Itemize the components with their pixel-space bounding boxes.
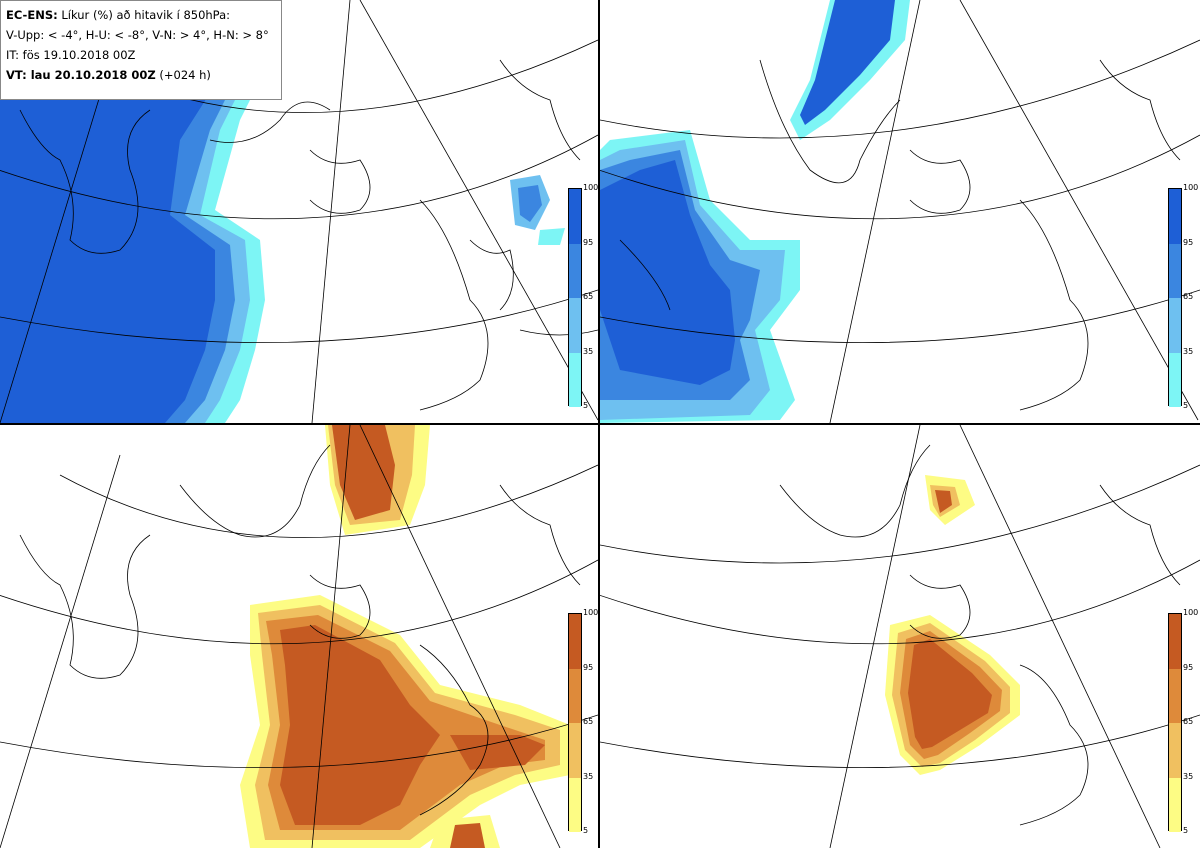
horizontal-divider bbox=[0, 423, 1200, 425]
lead-time: (+024 h) bbox=[159, 68, 211, 82]
legend-segment bbox=[569, 723, 581, 778]
legend-tick-label: 65 bbox=[1183, 292, 1194, 301]
legend-tick-label: 95 bbox=[583, 237, 594, 247]
legend-bar bbox=[568, 188, 582, 407]
legend-tick-label: 100 bbox=[1183, 608, 1199, 617]
legend-segment bbox=[569, 189, 581, 244]
legend-tick-label: 100 bbox=[583, 608, 598, 617]
map-panel-warm-4: 100 95 65 35 5 bbox=[0, 425, 598, 848]
model-label: EC-ENS: bbox=[6, 8, 58, 22]
legend-tick-label: 95 bbox=[583, 662, 594, 672]
legend-segment bbox=[1169, 668, 1181, 723]
legend-tick-label: 5 bbox=[583, 401, 589, 410]
map-warm-4-svg bbox=[0, 425, 598, 848]
graticule bbox=[600, 425, 1200, 848]
coastlines bbox=[19, 59, 598, 411]
map-panel-warm-8: 100 95 65 35 5 bbox=[600, 425, 1200, 848]
legend-segment bbox=[1169, 298, 1181, 353]
legend-tick-label: 65 bbox=[583, 717, 594, 726]
map-warm-8-svg bbox=[600, 425, 1200, 848]
legend-segment bbox=[569, 243, 581, 298]
legend-tick-label: 100 bbox=[1183, 183, 1199, 192]
map-panel-cold-4: EC-ENS: Líkur (%) að hitavik í 850hPa: V… bbox=[0, 0, 598, 423]
legend-tick-label: 35 bbox=[583, 771, 594, 781]
legend-segment bbox=[1169, 614, 1181, 669]
coastlines bbox=[19, 444, 581, 816]
legend-tick-label: 5 bbox=[1183, 401, 1189, 410]
legend-segment bbox=[1169, 243, 1181, 298]
legend-tick-label: 65 bbox=[583, 292, 594, 301]
legend-bar bbox=[1168, 188, 1182, 407]
coastlines bbox=[779, 444, 1181, 826]
legend-tick-label: 95 bbox=[1183, 662, 1194, 672]
legend-segment bbox=[1169, 352, 1181, 407]
map-cold-4-svg bbox=[0, 0, 598, 423]
map-title: Líkur (%) að hitavik í 850hPa: bbox=[61, 8, 231, 22]
init-time: IT: fös 19.10.2018 00Z bbox=[6, 48, 136, 62]
map-panel-cold-8: 100 95 65 35 5 bbox=[600, 0, 1200, 423]
legend-tick-label: 35 bbox=[1183, 346, 1194, 356]
legend-warm: 100 95 65 35 5 bbox=[568, 608, 598, 835]
graticule bbox=[600, 0, 1200, 423]
probability-field bbox=[885, 475, 1020, 775]
map-cold-8-svg bbox=[600, 0, 1200, 423]
probability-field bbox=[600, 0, 910, 423]
graticule bbox=[0, 425, 598, 848]
legend-segment bbox=[569, 614, 581, 669]
legend-tick-label: 65 bbox=[1183, 717, 1194, 726]
legend-tick-label: 35 bbox=[583, 346, 594, 356]
legend-bar bbox=[1168, 613, 1182, 832]
probability-field bbox=[0, 0, 565, 423]
legend-tick-label: 95 bbox=[1183, 237, 1194, 247]
threshold-line: V-Upp: < -4°, H-U: < -8°, V-N: > 4°, H-N… bbox=[6, 28, 269, 42]
legend-cold-2: 100 95 65 35 5 bbox=[1168, 183, 1200, 410]
legend-tick-label: 35 bbox=[1183, 771, 1194, 781]
map-info-box: EC-ENS: Líkur (%) að hitavik í 850hPa: V… bbox=[0, 0, 282, 100]
legend-cold: 100 95 65 35 5 bbox=[568, 183, 598, 410]
legend-tick-label: 5 bbox=[1183, 826, 1189, 835]
legend-tick-label: 5 bbox=[583, 826, 589, 835]
legend-segment bbox=[569, 352, 581, 407]
coastlines bbox=[619, 59, 1181, 411]
legend-tick-label: 100 bbox=[583, 183, 598, 192]
legend-segment bbox=[1169, 723, 1181, 778]
legend-segment bbox=[1169, 189, 1181, 244]
legend-bar bbox=[568, 613, 582, 832]
legend-warm-2: 100 95 65 35 5 bbox=[1168, 608, 1200, 835]
legend-segment bbox=[569, 668, 581, 723]
legend-segment bbox=[569, 298, 581, 353]
valid-time: VT: lau 20.10.2018 00Z bbox=[6, 68, 156, 82]
legend-segment bbox=[569, 777, 581, 832]
probability-field bbox=[240, 425, 570, 848]
legend-segment bbox=[1169, 777, 1181, 832]
